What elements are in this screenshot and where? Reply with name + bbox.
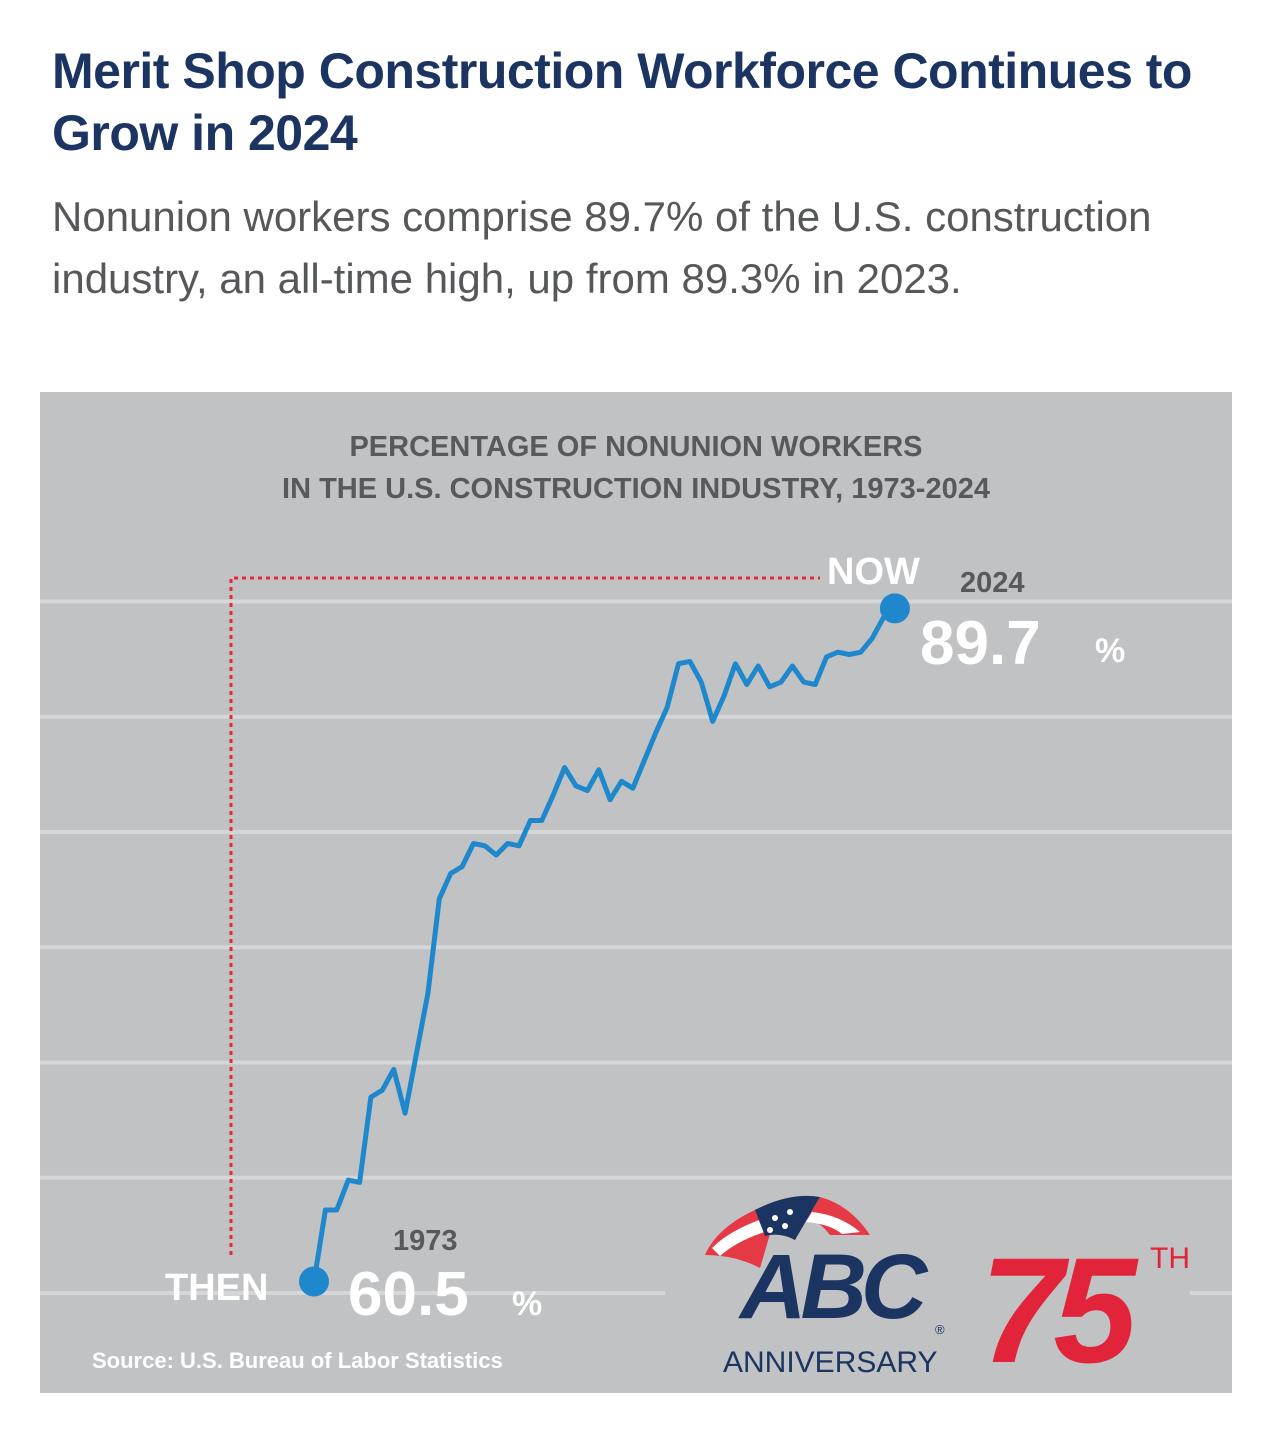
series-line-path: [311, 606, 897, 1282]
logo-75-text: 75: [980, 1226, 1139, 1393]
logo-registered-mark: ®: [935, 1322, 945, 1337]
logo-th-text: TH: [1150, 1242, 1190, 1275]
start-percent-sign: %: [512, 1285, 542, 1323]
flag-icon: [705, 1195, 870, 1268]
then-now-guide: [229, 576, 820, 1255]
end-year-label: 2024: [960, 567, 1025, 599]
chart-panel: PERCENTAGE OF NONUNION WORKERS IN THE U.…: [40, 392, 1232, 1393]
chart-title-line-1: PERCENTAGE OF NONUNION WORKERS: [349, 431, 923, 463]
endpoint-marker: [299, 1266, 329, 1297]
end-percent-sign: %: [1095, 632, 1125, 670]
then-label: THEN: [165, 1267, 268, 1309]
start-year-label: 1973: [393, 1225, 458, 1257]
abc-75th-anniversary-logo: ABC ® 75 TH ANNIVERSARY: [665, 1190, 1190, 1393]
end-value-label: 89.7: [920, 609, 1041, 678]
page-subtitle: Nonunion workers comprise 89.7% of the U…: [52, 193, 1152, 302]
chart-title-line-2: IN THE U.S. CONSTRUCTION INDUSTRY, 1973-…: [282, 473, 990, 505]
gridlines: [40, 599, 1232, 1295]
source-note: Source: U.S. Bureau of Labor Statistics: [92, 1348, 503, 1373]
logo-abc-text: ABC: [738, 1236, 929, 1338]
series-line: [299, 593, 910, 1297]
page-title: Merit Shop Construction Workforce Contin…: [52, 43, 1192, 161]
now-label: NOW: [827, 551, 920, 593]
logo-anniversary-text: ANNIVERSARY: [723, 1346, 938, 1379]
dotted-guide-line: [229, 576, 820, 1255]
chart-title: PERCENTAGE OF NONUNION WORKERS IN THE U.…: [40, 426, 1232, 510]
endpoint-marker: [879, 593, 910, 624]
start-value-label: 60.5: [348, 1260, 469, 1329]
